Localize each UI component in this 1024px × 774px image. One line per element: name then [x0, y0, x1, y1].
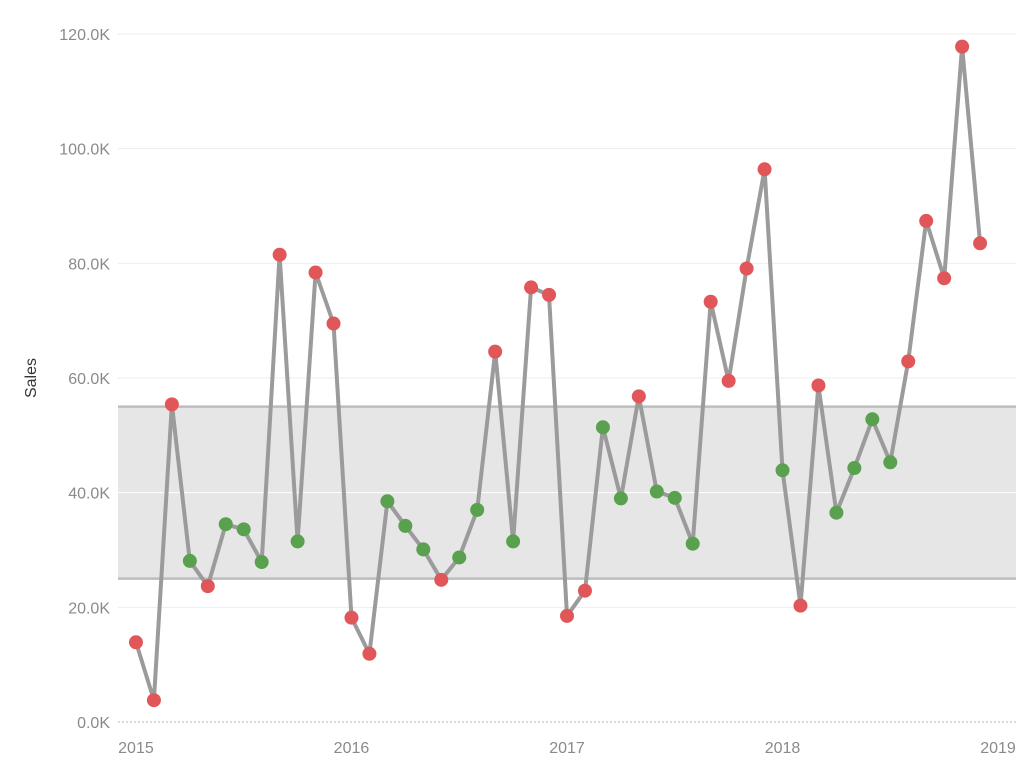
- data-point-out-of-band[interactable]: [344, 610, 359, 625]
- y-tick-label: 120.0K: [59, 27, 110, 44]
- data-point-in-band[interactable]: [416, 542, 431, 557]
- data-point-out-of-band[interactable]: [560, 608, 574, 623]
- data-point-out-of-band[interactable]: [542, 287, 557, 302]
- x-tick-label: 2019: [980, 740, 1016, 757]
- data-point-out-of-band[interactable]: [434, 572, 449, 587]
- x-tick-label: 2018: [765, 740, 801, 757]
- data-point-in-band[interactable]: [883, 455, 898, 470]
- y-tick-label: 40.0K: [68, 486, 110, 503]
- data-point-in-band[interactable]: [775, 463, 790, 478]
- data-point-out-of-band[interactable]: [326, 316, 341, 331]
- data-point-out-of-band[interactable]: [524, 280, 539, 295]
- data-point-in-band[interactable]: [667, 490, 682, 505]
- y-tick-label: 20.0K: [68, 600, 110, 617]
- data-point-out-of-band[interactable]: [362, 646, 377, 661]
- data-point-in-band[interactable]: [829, 505, 844, 520]
- reference-band: [118, 405, 1016, 580]
- data-point-out-of-band[interactable]: [811, 378, 826, 393]
- data-point-in-band[interactable]: [595, 420, 610, 435]
- data-point-in-band[interactable]: [380, 494, 395, 509]
- data-point-out-of-band[interactable]: [739, 261, 754, 276]
- x-tick-label: 2016: [334, 740, 370, 757]
- data-point-out-of-band[interactable]: [164, 397, 179, 412]
- data-point-in-band[interactable]: [182, 553, 197, 568]
- y-tick-label: 60.0K: [68, 371, 110, 388]
- sales-series-line: [134, 44, 983, 703]
- data-point-in-band[interactable]: [470, 502, 485, 517]
- data-point-out-of-band[interactable]: [793, 598, 808, 613]
- data-point-out-of-band[interactable]: [488, 344, 503, 359]
- data-point-in-band[interactable]: [290, 534, 305, 549]
- y-axis-title: Sales: [23, 358, 40, 398]
- data-point-out-of-band[interactable]: [272, 247, 287, 262]
- data-point-out-of-band[interactable]: [901, 354, 916, 369]
- data-point-out-of-band[interactable]: [973, 236, 988, 251]
- x-tick-label: 2017: [549, 740, 585, 757]
- data-point-in-band[interactable]: [218, 517, 233, 532]
- y-tick-label: 100.0K: [59, 142, 110, 159]
- data-point-in-band[interactable]: [649, 484, 664, 499]
- data-point-out-of-band[interactable]: [200, 579, 215, 594]
- data-point-out-of-band[interactable]: [703, 294, 718, 309]
- data-point-in-band[interactable]: [398, 518, 413, 533]
- data-point-in-band[interactable]: [847, 461, 862, 476]
- data-point-in-band[interactable]: [236, 522, 251, 537]
- data-point-out-of-band[interactable]: [308, 265, 323, 280]
- data-points: [128, 39, 988, 708]
- data-point-out-of-band[interactable]: [955, 39, 970, 54]
- data-point-out-of-band[interactable]: [146, 693, 161, 708]
- data-point-out-of-band[interactable]: [919, 213, 934, 228]
- data-point-in-band[interactable]: [506, 534, 521, 549]
- data-point-out-of-band[interactable]: [128, 635, 143, 650]
- y-tick-label: 0.0K: [77, 715, 110, 732]
- data-point-out-of-band[interactable]: [937, 271, 952, 286]
- sales-line: [134, 44, 983, 703]
- data-point-in-band[interactable]: [613, 491, 628, 506]
- x-tick-label: 2015: [118, 740, 154, 757]
- data-point-in-band[interactable]: [254, 555, 269, 570]
- data-point-in-band[interactable]: [685, 536, 700, 551]
- data-point-in-band[interactable]: [865, 412, 880, 427]
- data-point-out-of-band[interactable]: [757, 162, 772, 177]
- data-point-in-band[interactable]: [452, 550, 467, 565]
- data-point-out-of-band[interactable]: [721, 373, 736, 388]
- y-tick-label: 80.0K: [68, 256, 110, 273]
- axes: Sales 0.0K 20.0K 40.0K 60.0K 80.0K 100.0K 120.…: [23, 27, 1016, 757]
- data-point-out-of-band[interactable]: [577, 583, 592, 598]
- data-point-out-of-band[interactable]: [631, 389, 646, 404]
